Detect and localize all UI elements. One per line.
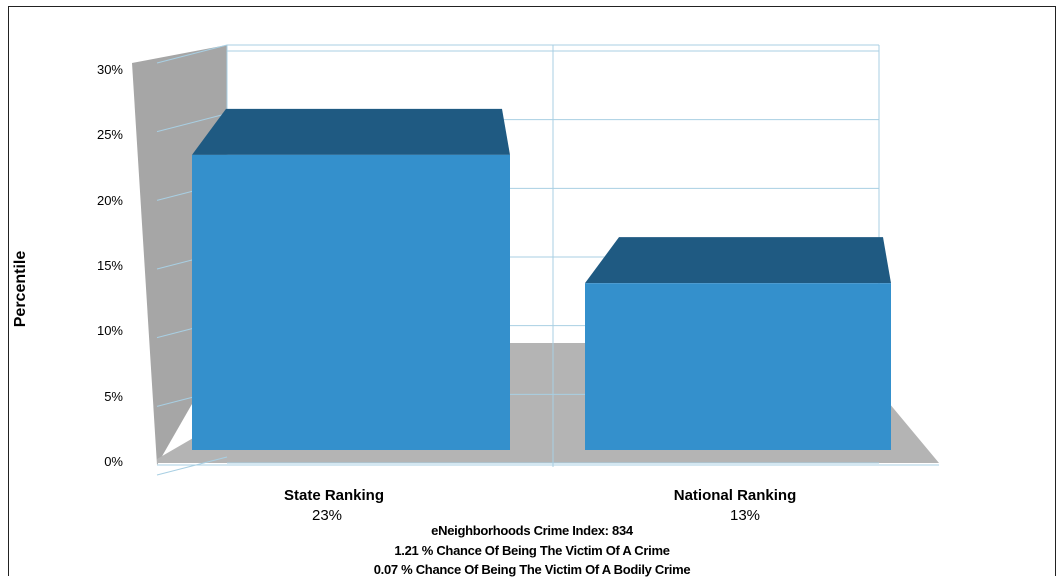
wall-gridline (156, 44, 228, 64)
y-tick-label: 10% (96, 323, 123, 339)
y-tick-label: 25% (96, 127, 123, 143)
bar-top-face (192, 108, 510, 155)
y-tick-label: 5% (104, 388, 123, 404)
category-label: State Ranking (283, 487, 385, 504)
bar-front-face (192, 154, 510, 451)
bars (192, 108, 891, 451)
crime-index-text: eNeighborhoods Crime Index: 834 (431, 523, 633, 538)
bar-top-face (585, 237, 891, 284)
bar-front-face (585, 283, 891, 450)
y-tick-label: 30% (96, 61, 123, 77)
y-axis-label: Percentile (12, 250, 29, 328)
wall-gridline (156, 113, 228, 133)
y-tick-label: 15% (96, 257, 123, 273)
wall-gridline (156, 456, 228, 476)
category-value-label: 23% (311, 507, 343, 524)
y-tick-label: 0% (104, 454, 123, 469)
chart-frame: Percentile 0% 5% 10% 15% 20% 25% 30% State Ran… (8, 6, 1056, 577)
bodily-chance-text: 0.07 % Chance Of Being The Victim Of A B… (373, 562, 691, 577)
chart-canvas (132, 44, 939, 476)
category-value-label: 13% (729, 507, 761, 524)
y-tick-label: 20% (96, 192, 123, 208)
category-label: National Ranking (673, 487, 797, 504)
victim-chance-text: 1.21 % Chance Of Being The Victim Of A C… (394, 543, 670, 558)
